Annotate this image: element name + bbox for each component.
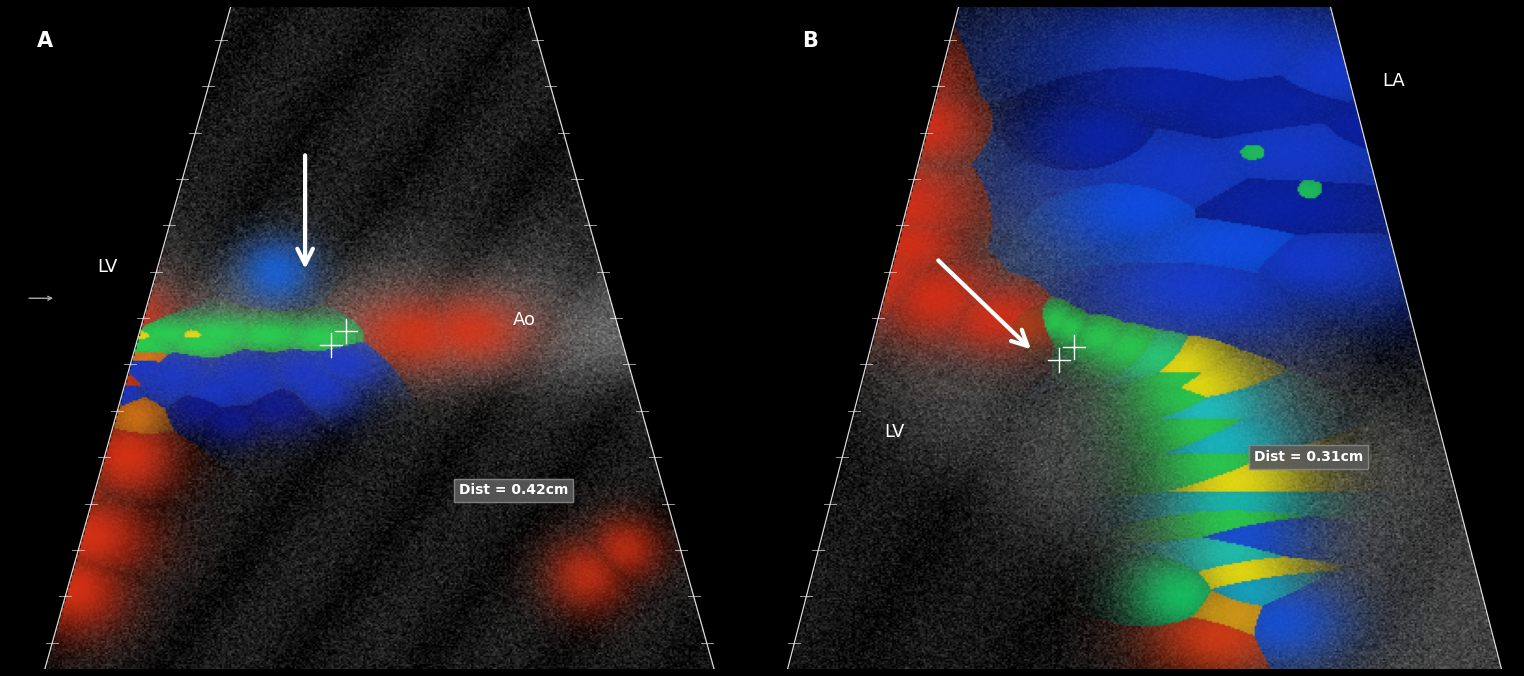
Text: B: B [803,30,818,51]
Text: A: A [38,30,53,51]
Text: LV: LV [98,258,117,276]
Text: Dist = 0.42cm: Dist = 0.42cm [459,483,568,498]
Text: LV: LV [884,423,905,441]
Text: Ao: Ao [514,311,536,329]
Text: LA: LA [1382,72,1405,91]
Text: Dist = 0.31cm: Dist = 0.31cm [1254,450,1362,464]
